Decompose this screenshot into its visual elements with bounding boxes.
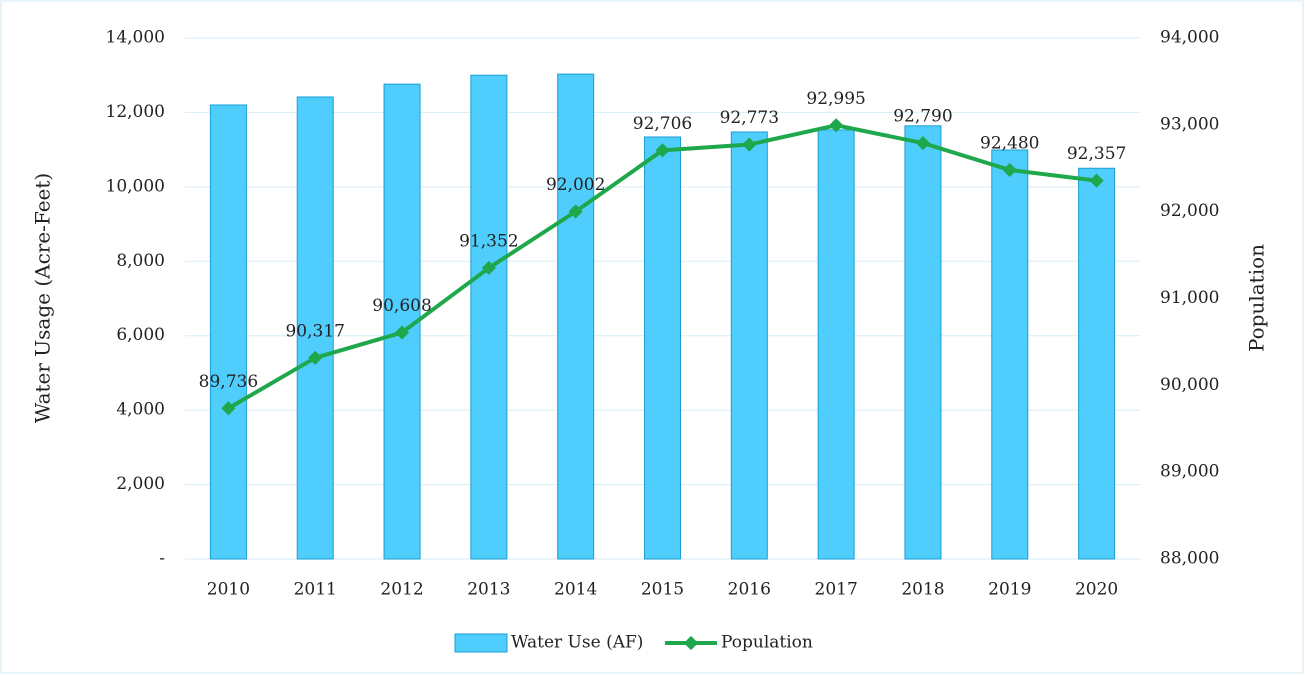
y2-tick-label: 89,000 <box>1160 462 1219 482</box>
bar <box>470 74 508 560</box>
x-tick-label: 2017 <box>815 580 858 600</box>
legend-label: Population <box>721 633 813 653</box>
y-tick-label: 8,000 <box>116 251 165 271</box>
bar <box>817 129 855 560</box>
legend-swatch <box>454 633 508 653</box>
line-marker <box>221 401 236 416</box>
x-tick-label: 2018 <box>901 580 944 600</box>
line-marker <box>915 135 931 151</box>
data-label: 92,357 <box>1067 144 1126 164</box>
y-axis-title: Water Usage (Acre-Feet) <box>31 173 55 423</box>
bar <box>557 73 595 560</box>
x-tick-label: 2015 <box>641 580 684 600</box>
bar <box>644 136 681 560</box>
x-tick-label: 2010 <box>207 580 250 600</box>
y-tick-label: 6,000 <box>116 325 165 345</box>
data-label: 92,706 <box>633 114 692 134</box>
data-label: 89,736 <box>199 372 258 392</box>
y2-tick-label: 93,000 <box>1160 114 1219 134</box>
line-marker <box>481 260 496 276</box>
y2-tick-label: 94,000 <box>1160 28 1219 48</box>
y2-tick-label: 92,000 <box>1160 201 1219 221</box>
x-tick-label: 2013 <box>467 580 510 600</box>
line-marker <box>394 325 410 340</box>
data-label: 90,317 <box>285 321 344 341</box>
x-tick-label: 2019 <box>988 580 1031 600</box>
x-tick-label: 2012 <box>380 580 423 600</box>
line-marker <box>568 204 583 219</box>
y-tick-label: 2,000 <box>116 474 165 494</box>
data-label: 91,352 <box>459 231 518 251</box>
bar <box>1078 167 1116 560</box>
x-tick-label: 2020 <box>1075 580 1118 600</box>
y2-axis-title: Population <box>1245 244 1269 352</box>
bar <box>296 96 334 560</box>
line-marker <box>1089 173 1104 188</box>
legend-label: Water Use (AF) <box>511 633 643 653</box>
data-label: 90,608 <box>372 296 431 316</box>
y2-tick-label: 90,000 <box>1160 375 1219 395</box>
bar <box>730 131 768 560</box>
y-tick-label: - <box>159 549 165 569</box>
bar <box>991 149 1029 560</box>
data-label: 92,790 <box>893 107 952 127</box>
y2-tick-label: 91,000 <box>1160 288 1219 308</box>
x-tick-label: 2016 <box>728 580 771 600</box>
data-label: 92,480 <box>980 133 1039 153</box>
legend-marker <box>683 635 699 651</box>
line-marker <box>655 143 670 158</box>
y-tick-label: 14,000 <box>106 28 165 48</box>
line-marker <box>829 118 844 133</box>
y-tick-label: 4,000 <box>116 400 165 420</box>
data-label: 92,002 <box>546 175 605 195</box>
y2-tick-label: 88,000 <box>1160 549 1219 569</box>
bar <box>209 104 247 560</box>
line-marker <box>1002 162 1017 178</box>
line-marker <box>742 137 757 152</box>
bar <box>904 125 942 560</box>
data-label: 92,773 <box>720 108 779 128</box>
y-tick-label: 12,000 <box>106 102 165 122</box>
line-marker <box>308 350 323 365</box>
data-label: 92,995 <box>806 89 865 109</box>
x-tick-label: 2011 <box>294 580 337 600</box>
x-tick-label: 2014 <box>554 580 597 600</box>
y-tick-label: 10,000 <box>106 176 165 196</box>
